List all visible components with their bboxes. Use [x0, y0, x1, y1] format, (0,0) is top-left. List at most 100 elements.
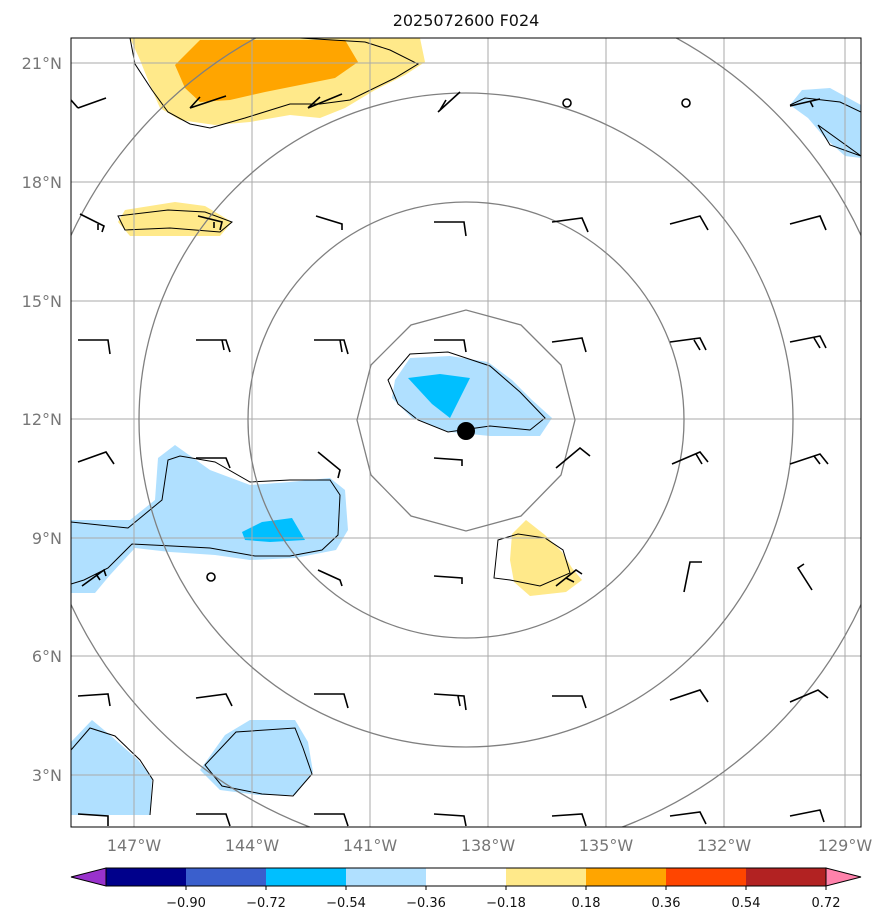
wind-barb	[669, 811, 707, 825]
colorbar-tick-label: −0.54	[326, 896, 366, 911]
lon-label: 132°W	[697, 836, 752, 855]
wind-barb	[433, 457, 463, 466]
wind-barb	[307, 93, 343, 109]
wind-calm	[562, 98, 572, 108]
colorbar-arrow-right	[825, 867, 862, 887]
wind-barb	[789, 335, 827, 349]
wind-barb	[77, 451, 115, 465]
colorbar-swatch	[346, 868, 427, 886]
wind-barb	[434, 339, 467, 353]
wind-calm	[206, 572, 216, 582]
wind-barb	[195, 693, 233, 707]
graticule	[71, 38, 861, 827]
positive-anomaly-region	[118, 202, 232, 236]
distance-rings	[71, 38, 861, 827]
wind-barb	[314, 693, 349, 709]
colorbar-tick-label: 0.54	[732, 896, 761, 911]
wind-barb	[77, 813, 109, 826]
negative-anomaly-region	[200, 720, 313, 795]
colorbar-tick-label: −0.18	[486, 896, 526, 911]
map-title: 2025072600 F024	[393, 11, 540, 30]
wind-barb	[669, 689, 709, 703]
lat-label: 3°N	[32, 766, 62, 785]
lon-label: 147°W	[107, 836, 162, 855]
positive-anomaly-region	[510, 520, 582, 596]
wind-barb	[79, 213, 105, 233]
lon-label: 138°W	[461, 836, 516, 855]
wind-barb	[551, 337, 587, 353]
wind-barb	[789, 809, 825, 823]
wind-barb	[433, 575, 463, 584]
storm-center-marker	[457, 422, 475, 440]
map-frame	[70, 37, 862, 828]
wind-barb	[789, 98, 821, 108]
wind-barb	[789, 453, 829, 465]
lat-label: 18°N	[22, 173, 62, 192]
wind-barb	[71, 97, 107, 109]
colorbar-tick-label: −0.72	[246, 896, 286, 911]
wind-barb	[671, 451, 709, 465]
longitude-labels: 147°W 144°W 141°W 138°W 135°W 132°W 129°…	[107, 836, 873, 855]
lat-label: 6°N	[32, 647, 62, 666]
wind-barb	[189, 95, 227, 109]
wind-barb	[433, 693, 467, 711]
wind-barb	[552, 695, 587, 709]
colorbar-swatch	[586, 868, 667, 886]
negative-anomaly-region	[408, 374, 470, 418]
wind-barb	[196, 457, 231, 469]
wind-barb	[789, 215, 827, 231]
wind-barb	[669, 215, 709, 231]
colorbar-swatch	[186, 868, 267, 886]
negative-anomaly-region	[242, 518, 305, 542]
colorbar-tick-label: 0.72	[812, 896, 841, 911]
wind-barb	[196, 339, 231, 353]
lon-label: 141°W	[343, 836, 398, 855]
lat-label: 21°N	[22, 54, 62, 73]
wind-barb	[796, 563, 813, 591]
colorbar-tick-label: −0.36	[406, 896, 446, 911]
latitude-labels: 21°N 18°N 15°N 12°N 9°N 6°N 3°N	[22, 54, 62, 785]
wind-barb	[78, 339, 111, 355]
wind-barb	[669, 337, 707, 351]
wind-barb	[437, 91, 461, 113]
wind-barb	[317, 569, 343, 587]
colorbar-swatch	[746, 868, 827, 886]
negative-anomaly-region	[71, 720, 152, 815]
colorbar-swatch	[426, 868, 507, 886]
colorbar-arrow-left	[70, 867, 107, 887]
wind-barb	[314, 339, 349, 355]
positive-anomaly-region	[175, 40, 358, 102]
colorbar-tick-label: 0.18	[572, 896, 601, 911]
wind-barb	[555, 569, 583, 587]
lat-label: 15°N	[22, 292, 62, 311]
wind-barb	[81, 568, 107, 587]
colorbar-swatch	[666, 868, 747, 886]
colorbar-swatch	[106, 868, 187, 886]
colorbar-tick-label: −0.90	[166, 896, 206, 911]
colorbar-swatch	[266, 868, 347, 886]
lon-label: 129°W	[818, 836, 873, 855]
wind-barb	[196, 813, 231, 827]
lon-label: 144°W	[225, 836, 280, 855]
lon-label: 135°W	[579, 836, 634, 855]
wind-barb	[555, 446, 591, 469]
colorbar: −0.90 −0.72 −0.54 −0.36 −0.18 0.18 0.36 0.54 0.7…	[70, 867, 862, 911]
map-area	[71, 38, 861, 827]
distance-ring	[138, 92, 794, 748]
wind-barbs	[71, 91, 829, 827]
wind-barb	[317, 451, 341, 479]
distance-ring	[356, 309, 576, 532]
wind-barb	[197, 215, 223, 231]
wind-barb	[77, 693, 111, 707]
wind-barb	[433, 813, 467, 827]
wind-barb	[314, 813, 349, 827]
wind-barb	[551, 813, 587, 827]
wind-barb	[551, 217, 589, 233]
wind-barb	[434, 221, 467, 237]
negative-anomaly-region	[790, 88, 861, 158]
lat-label: 12°N	[22, 410, 62, 429]
outline-contours	[71, 38, 861, 816]
wind-calm	[681, 98, 691, 108]
wind-barb	[789, 689, 829, 703]
